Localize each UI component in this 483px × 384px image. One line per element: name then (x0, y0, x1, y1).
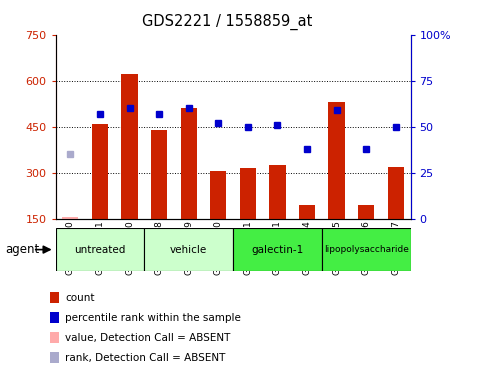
Bar (270, 165, 285, 219)
Bar (56, 228, 144, 271)
Bar (240, 168, 256, 219)
Bar (92, 124, 108, 219)
Bar (328, 102, 345, 219)
Bar (322, 228, 411, 271)
Bar (358, 205, 374, 219)
Text: rank, Detection Call = ABSENT: rank, Detection Call = ABSENT (65, 353, 226, 362)
Bar (144, 228, 233, 271)
Text: agent: agent (5, 243, 39, 256)
Text: percentile rank within the sample: percentile rank within the sample (65, 313, 241, 323)
Text: value, Detection Call = ABSENT: value, Detection Call = ABSENT (65, 333, 230, 343)
Bar (50, 352, 59, 363)
Bar (50, 332, 59, 343)
Text: vehicle: vehicle (170, 245, 207, 255)
Bar (121, 74, 138, 219)
Bar (233, 228, 322, 271)
Bar (151, 130, 167, 219)
Text: untreated: untreated (74, 245, 126, 255)
Bar (50, 312, 59, 323)
Bar (299, 205, 315, 219)
Bar (210, 171, 227, 219)
Text: lipopolysaccharide: lipopolysaccharide (324, 245, 409, 254)
Text: galectin-1: galectin-1 (251, 245, 303, 255)
Text: GDS2221 / 1558859_at: GDS2221 / 1558859_at (142, 13, 312, 30)
Bar (181, 108, 197, 219)
Bar (50, 292, 59, 303)
Bar (388, 167, 404, 219)
Bar (62, 217, 78, 219)
Text: count: count (65, 293, 95, 303)
